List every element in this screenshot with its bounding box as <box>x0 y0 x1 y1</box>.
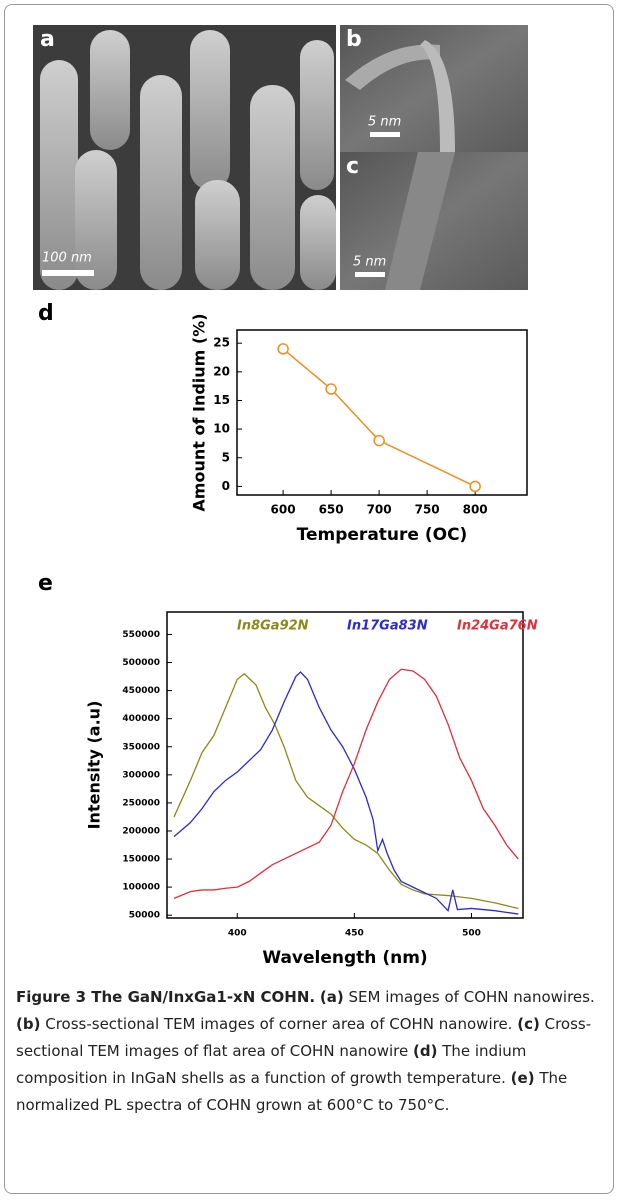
x-tick-label: 800 <box>463 503 488 517</box>
y-tick-label: 350000 <box>122 742 160 752</box>
caption-item-label: (b) <box>16 1015 41 1033</box>
panel-label: e <box>38 571 53 596</box>
y-axis-title: Intensity (a.u) <box>85 701 104 830</box>
caption-item-text: The normalized PL spectra of COHN grown … <box>16 1069 568 1114</box>
y-tick-label: 10 <box>213 422 230 436</box>
y-tick-label: 15 <box>213 393 230 407</box>
legend-label: In8Ga92N <box>237 619 309 634</box>
y-tick-label: 300000 <box>122 770 160 780</box>
x-axis-title: Temperature (OC) <box>297 525 468 545</box>
y-tick-label: 5 <box>222 450 230 464</box>
x-tick-label: 600 <box>271 503 296 517</box>
y-tick-label: 25 <box>213 336 230 350</box>
panel-label: d <box>38 301 54 326</box>
y-tick-label: 20 <box>213 364 230 378</box>
divider <box>336 25 340 290</box>
x-tick-label: 750 <box>415 503 440 517</box>
caption-item-text: SEM images of COHN nanowires. <box>348 988 595 1006</box>
y-tick-label: 450000 <box>122 686 160 696</box>
legend-label: In24Ga76N <box>457 619 538 634</box>
y-tick-label: 50000 <box>129 911 160 921</box>
x-tick-label: 500 <box>462 929 481 939</box>
scale-bar-label: 5 nm <box>353 255 386 270</box>
panel-label: b <box>346 27 362 52</box>
tem-image <box>340 25 528 290</box>
sem-image <box>33 25 336 290</box>
y-tick-label: 200000 <box>122 826 160 836</box>
y-tick-label: 100000 <box>122 883 160 893</box>
y-tick-label: 400000 <box>122 714 160 724</box>
x-tick-label: 700 <box>367 503 392 517</box>
caption-title: Figure 3 The GaN/InxGa1-xN COHN. <box>16 988 316 1006</box>
data-point <box>277 343 289 355</box>
x-axis-title: Wavelength (nm) <box>262 948 427 968</box>
y-tick-label: 250000 <box>122 798 160 808</box>
data-line <box>173 668 519 899</box>
caption-item-label: (d) <box>412 1042 438 1060</box>
x-tick-label: 650 <box>319 503 344 517</box>
caption-item-label: (c) <box>517 1015 540 1033</box>
data-line <box>173 672 519 910</box>
data-line <box>173 671 519 915</box>
caption: Figure 3 The GaN/InxGa1-xN COHN. (a) SEM… <box>16 984 604 1119</box>
y-tick-label: 0 <box>222 479 230 493</box>
data-point <box>325 383 337 395</box>
x-tick-label: 450 <box>345 929 364 939</box>
caption-item-label: (a) <box>319 988 344 1006</box>
caption-item-text: Cross-sectional TEM images of flat area … <box>16 1015 592 1060</box>
data-point <box>469 480 481 493</box>
y-tick-label: 150000 <box>122 855 160 865</box>
figure: a 100 nm b 5 nm c 5 nm d 0 5 10 15 20 25 600 650… <box>33 25 538 968</box>
y-tick-label: 500000 <box>122 658 160 668</box>
data-point <box>373 434 385 447</box>
legend-label: In17Ga83N <box>347 619 428 634</box>
x-tick-label: 400 <box>228 929 247 939</box>
data-line <box>282 348 476 488</box>
y-tick-label: 550000 <box>122 630 160 640</box>
scale-bar-label: 100 nm <box>42 251 92 266</box>
panel-label: a <box>40 27 55 52</box>
y-axis-title: Amount of Indium (%) <box>190 313 209 511</box>
caption-item-text: The indium composition in InGaN shells a… <box>16 1042 527 1087</box>
caption-item-text: Cross-sectional TEM images of corner are… <box>45 1015 513 1033</box>
scale-bar-label: 5 nm <box>368 115 401 130</box>
panel-label: c <box>346 154 359 179</box>
plot-frame <box>236 329 528 496</box>
figure-frame <box>4 4 614 1194</box>
plot-frame <box>166 611 524 919</box>
caption-item-label: (e) <box>510 1069 535 1087</box>
